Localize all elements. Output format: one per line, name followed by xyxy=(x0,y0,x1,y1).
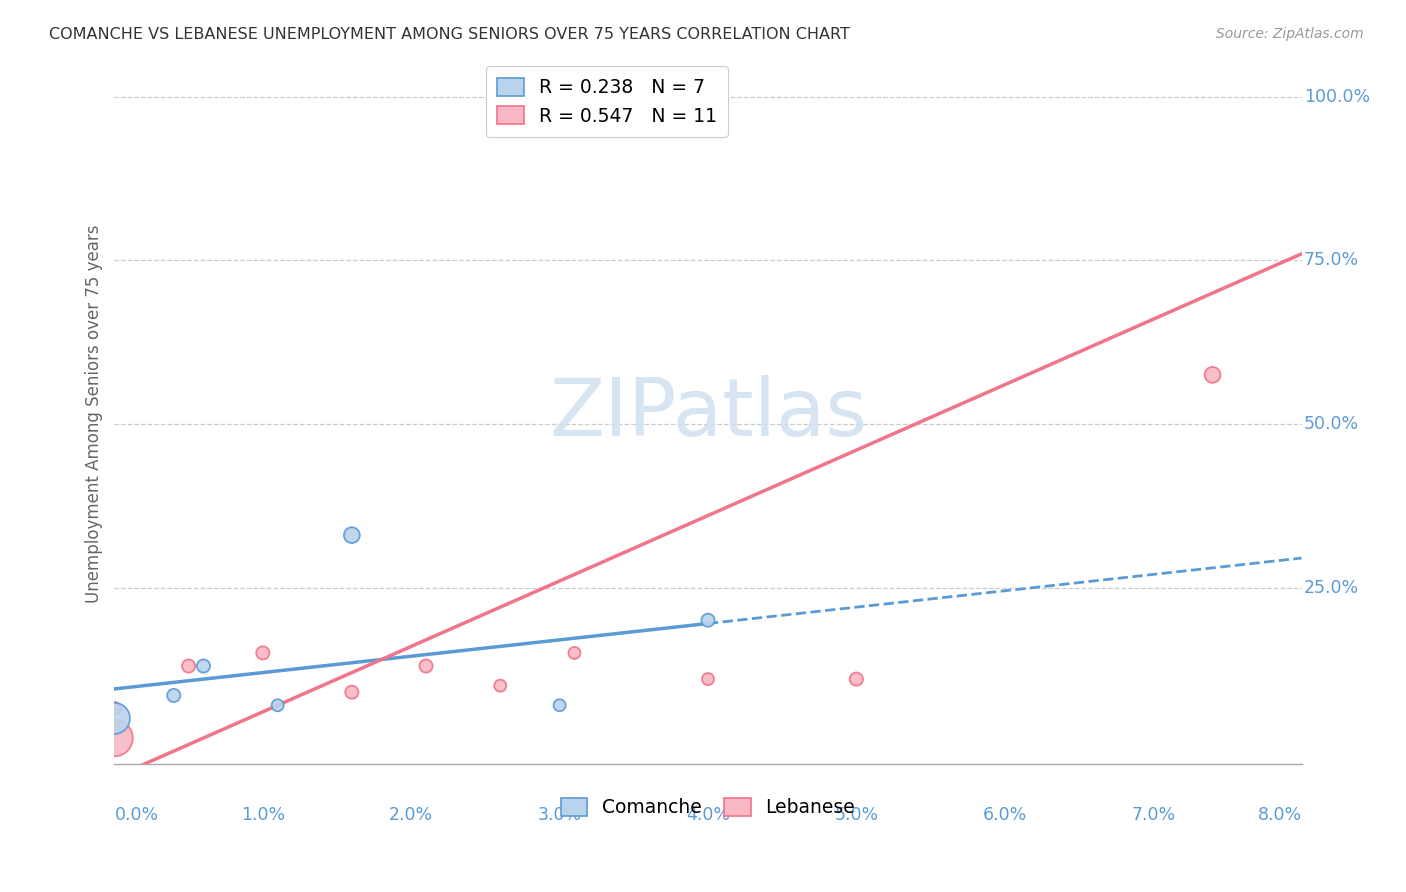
Text: 25.0%: 25.0% xyxy=(1303,579,1360,597)
Text: 7.0%: 7.0% xyxy=(1132,806,1175,824)
Point xyxy=(163,689,186,703)
Text: 75.0%: 75.0% xyxy=(1303,252,1360,269)
Point xyxy=(266,698,288,713)
Text: 1.0%: 1.0% xyxy=(240,806,285,824)
Point xyxy=(252,646,274,660)
Text: ZIPatlas: ZIPatlas xyxy=(548,376,868,453)
Point xyxy=(177,659,200,673)
Text: COMANCHE VS LEBANESE UNEMPLOYMENT AMONG SENIORS OVER 75 YEARS CORRELATION CHART: COMANCHE VS LEBANESE UNEMPLOYMENT AMONG … xyxy=(49,27,851,42)
Point xyxy=(489,679,512,693)
Point xyxy=(845,672,868,686)
Legend: Comanche, Lebanese: Comanche, Lebanese xyxy=(553,790,863,825)
Text: 50.0%: 50.0% xyxy=(1303,415,1360,433)
Point xyxy=(697,672,720,686)
Point xyxy=(564,646,586,660)
Text: 100.0%: 100.0% xyxy=(1303,87,1369,106)
Point xyxy=(340,528,363,542)
Point xyxy=(548,698,571,713)
Text: 4.0%: 4.0% xyxy=(686,806,730,824)
Point xyxy=(103,711,125,725)
Text: 0.0%: 0.0% xyxy=(114,806,159,824)
Text: 8.0%: 8.0% xyxy=(1257,806,1302,824)
Y-axis label: Unemployment Among Seniors over 75 years: Unemployment Among Seniors over 75 years xyxy=(86,225,103,603)
Text: 5.0%: 5.0% xyxy=(834,806,879,824)
Text: 3.0%: 3.0% xyxy=(537,806,582,824)
Point xyxy=(103,731,125,745)
Text: Source: ZipAtlas.com: Source: ZipAtlas.com xyxy=(1216,27,1364,41)
Point xyxy=(697,613,720,627)
Point xyxy=(193,659,215,673)
Point xyxy=(340,685,363,699)
Point xyxy=(103,701,125,715)
Point xyxy=(415,659,437,673)
Point xyxy=(1201,368,1223,382)
Text: 2.0%: 2.0% xyxy=(389,806,433,824)
Text: 6.0%: 6.0% xyxy=(983,806,1026,824)
